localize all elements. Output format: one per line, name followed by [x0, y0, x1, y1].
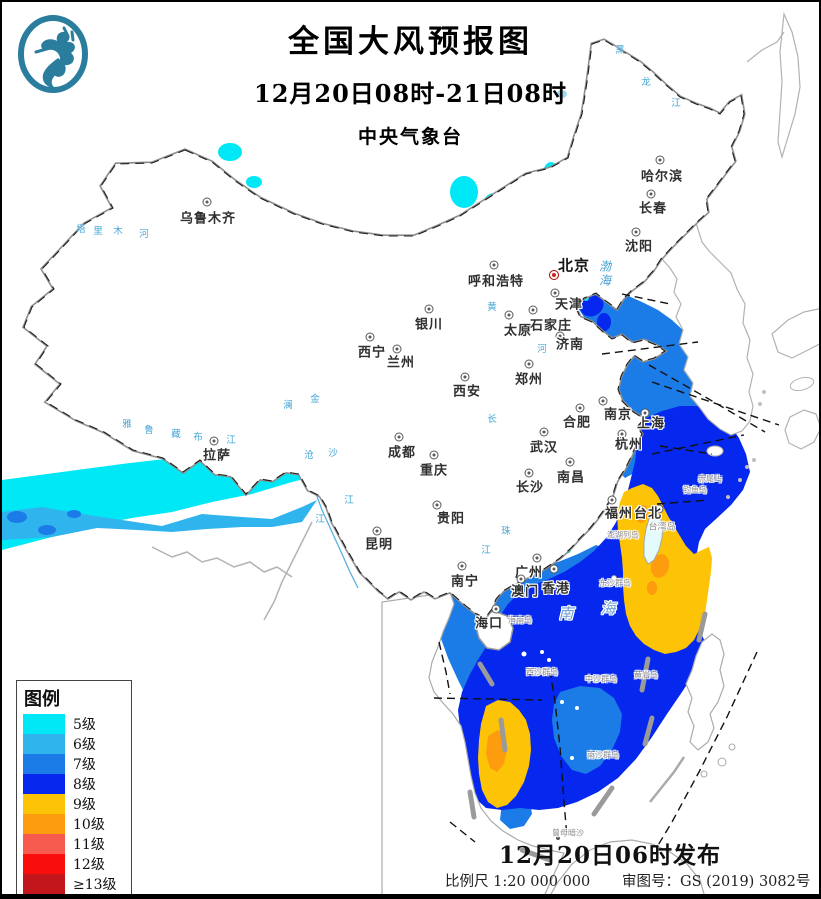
city-marker — [646, 189, 656, 199]
legend-label: 9级 — [73, 797, 96, 813]
release-time: 12月20日06时发布 — [499, 842, 722, 869]
legend-label: 5级 — [73, 717, 96, 733]
city-marker — [640, 408, 650, 418]
city-marker — [460, 372, 470, 382]
legend-label: 8级 — [73, 777, 96, 793]
city-marker — [532, 553, 542, 563]
legend-item: 6级 — [23, 734, 125, 754]
city-marker — [209, 436, 219, 446]
legend-label: 7级 — [73, 757, 96, 773]
legend-swatch — [23, 874, 65, 894]
legend-swatch — [23, 774, 65, 794]
city-marker — [549, 564, 559, 574]
legend-label: 10级 — [73, 817, 105, 833]
city-marker — [516, 574, 526, 584]
city-marker — [394, 432, 404, 442]
city-marker — [598, 396, 608, 406]
legend-item: ≥13级 — [23, 874, 125, 894]
city-marker — [528, 305, 538, 315]
cma-logo — [18, 15, 88, 93]
city-marker — [372, 526, 382, 536]
city-marker — [631, 227, 641, 237]
legend-item: 5级 — [23, 714, 125, 734]
city-marker — [365, 332, 375, 342]
legend-label: 6级 — [73, 737, 96, 753]
city-marker — [202, 197, 212, 207]
legend-swatch — [23, 854, 65, 874]
city-marker — [539, 427, 549, 437]
legend-label: 12级 — [73, 857, 105, 873]
legend-item: 10级 — [23, 814, 125, 834]
city-marker — [617, 429, 627, 439]
city-marker — [392, 344, 402, 354]
legend-swatch — [23, 734, 65, 754]
city-marker — [457, 561, 467, 571]
city-marker — [654, 504, 664, 514]
city-marker — [504, 310, 514, 320]
city-marker — [489, 260, 499, 270]
city-marker — [429, 450, 439, 460]
city-marker — [549, 270, 559, 280]
legend-swatch — [23, 834, 65, 854]
city-marker — [550, 288, 560, 298]
legend-swatch — [23, 754, 65, 774]
city-marker — [491, 604, 501, 614]
city-marker — [607, 495, 617, 505]
map-scale: 比例尺 1:20 000 000 — [445, 874, 591, 890]
city-marker — [432, 500, 442, 510]
map-approval-number: 审图号：GS (2019) 3082号 — [622, 874, 811, 890]
legend-item: 12级 — [23, 854, 125, 874]
legend-label: ≥13级 — [73, 877, 117, 893]
legend-swatch — [23, 714, 65, 734]
legend-swatch — [23, 814, 65, 834]
legend-item: 7级 — [23, 754, 125, 774]
legend-title: 图例 — [24, 689, 60, 710]
city-marker — [524, 468, 534, 478]
legend-label: 11级 — [73, 837, 105, 853]
city-marker — [655, 155, 665, 165]
city-marker — [524, 359, 534, 369]
legend-item: 11级 — [23, 834, 125, 854]
city-marker — [575, 403, 585, 413]
legend-rows: 5级 6级 7级 8级 9级 10级 11级 12级 ≥13级 — [23, 714, 125, 894]
city-marker — [424, 304, 434, 314]
legend-swatch — [23, 794, 65, 814]
legend-item: 8级 — [23, 774, 125, 794]
legend: 图例 5级 6级 7级 8级 9级 10级 11级 12级 ≥13级 — [16, 680, 132, 894]
city-marker — [555, 331, 565, 341]
legend-item: 9级 — [23, 794, 125, 814]
city-marker — [565, 457, 575, 467]
